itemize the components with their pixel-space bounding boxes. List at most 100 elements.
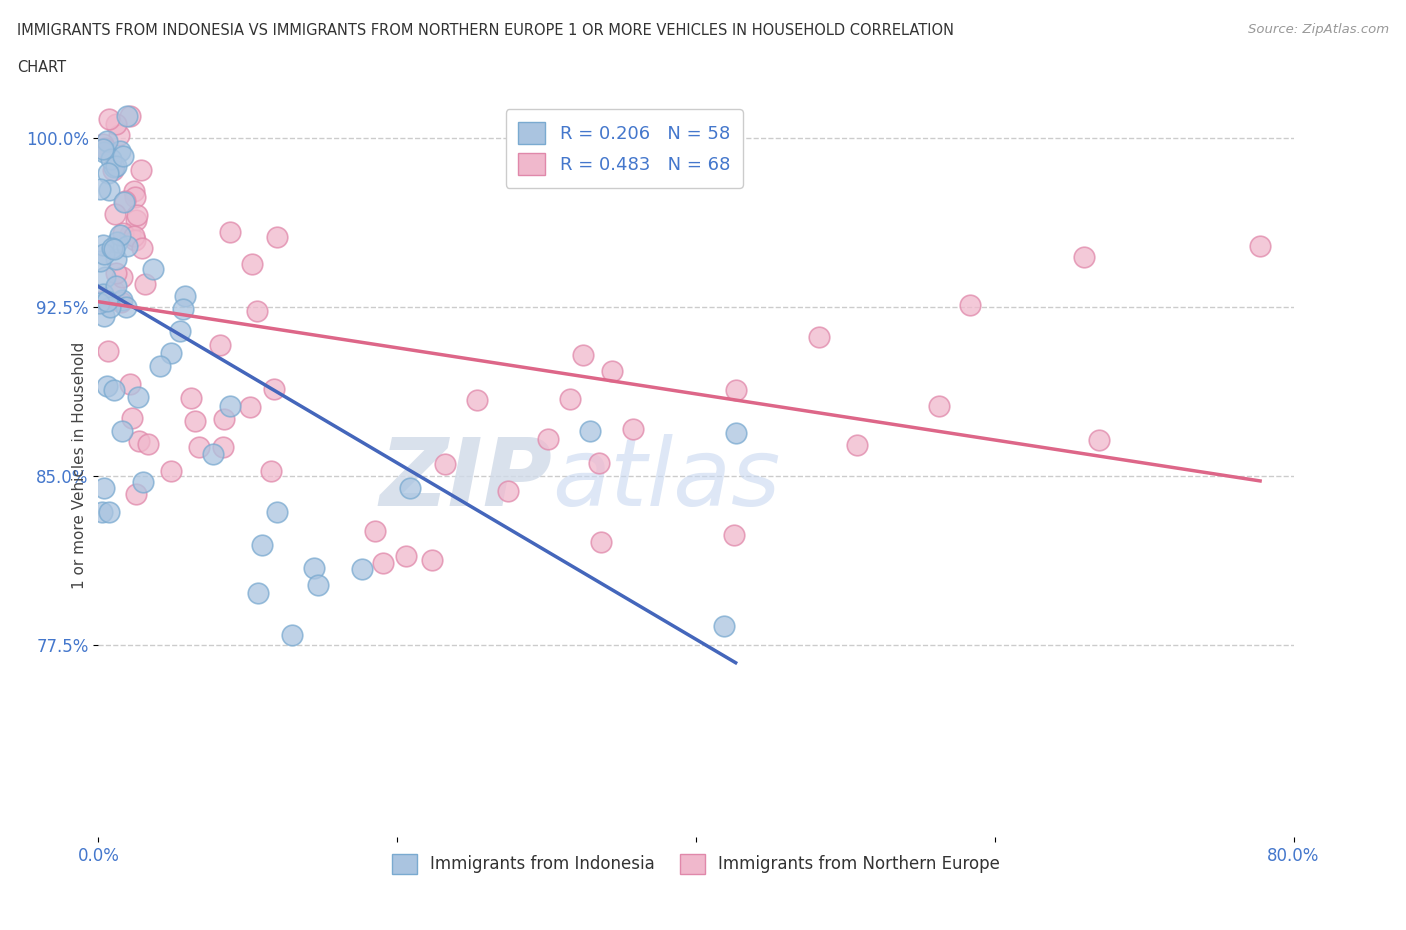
- Point: [105, 116, 128, 131]
- Point: [132, 474, 155, 489]
- Point: [959, 298, 981, 312]
- Point: [371, 556, 394, 571]
- Point: [101, 163, 124, 178]
- Point: [246, 304, 269, 319]
- Point: [103, 242, 125, 257]
- Point: [266, 505, 288, 520]
- Point: [122, 184, 145, 199]
- Point: [187, 439, 209, 454]
- Point: [105, 159, 128, 174]
- Point: [142, 261, 165, 276]
- Point: [89, 181, 111, 196]
- Point: [124, 229, 146, 244]
- Text: IMMIGRANTS FROM INDONESIA VS IMMIGRANTS FROM NORTHERN EUROPE 1 OR MORE VEHICLES : IMMIGRANTS FROM INDONESIA VS IMMIGRANTS …: [17, 23, 953, 38]
- Point: [91, 293, 114, 308]
- Point: [114, 193, 136, 208]
- Point: [219, 399, 242, 414]
- Point: [124, 233, 146, 248]
- Point: [120, 108, 142, 123]
- Point: [713, 618, 735, 633]
- Point: [91, 286, 114, 301]
- Point: [98, 112, 121, 126]
- Point: [465, 392, 488, 407]
- Point: [108, 127, 131, 142]
- Point: [138, 436, 160, 451]
- Point: [110, 424, 132, 439]
- Point: [91, 136, 114, 151]
- Text: Source: ZipAtlas.com: Source: ZipAtlas.com: [1249, 23, 1389, 36]
- Point: [105, 252, 128, 267]
- Point: [125, 207, 148, 222]
- Point: [111, 293, 134, 308]
- Point: [104, 206, 127, 221]
- Point: [91, 141, 114, 156]
- Point: [134, 277, 156, 292]
- Point: [240, 257, 263, 272]
- Point: [212, 440, 235, 455]
- Point: [239, 399, 262, 414]
- Point: [96, 379, 118, 393]
- Point: [219, 225, 242, 240]
- Point: [621, 422, 644, 437]
- Point: [845, 438, 868, 453]
- Point: [118, 377, 141, 392]
- Point: [250, 538, 273, 552]
- Point: [118, 227, 141, 242]
- Point: [103, 160, 125, 175]
- Point: [172, 301, 194, 316]
- Point: [98, 505, 121, 520]
- Point: [725, 382, 748, 397]
- Point: [96, 134, 118, 149]
- Point: [496, 484, 519, 498]
- Point: [110, 227, 132, 242]
- Point: [928, 398, 950, 413]
- Point: [93, 144, 115, 159]
- Point: [1249, 239, 1271, 254]
- Point: [174, 288, 197, 303]
- Point: [201, 447, 224, 462]
- Point: [103, 284, 125, 299]
- Point: [128, 434, 150, 449]
- Point: [89, 254, 111, 269]
- Point: [110, 295, 132, 310]
- Point: [263, 381, 285, 396]
- Point: [112, 225, 135, 240]
- Point: [101, 241, 124, 256]
- Point: [131, 240, 153, 255]
- Point: [124, 190, 146, 205]
- Point: [160, 346, 183, 361]
- Point: [91, 237, 114, 252]
- Point: [724, 426, 747, 441]
- Point: [125, 212, 148, 227]
- Point: [108, 143, 131, 158]
- Point: [111, 270, 134, 285]
- Point: [433, 457, 456, 472]
- Point: [94, 140, 117, 155]
- Point: [149, 359, 172, 374]
- Y-axis label: 1 or more Vehicles in Household: 1 or more Vehicles in Household: [72, 341, 87, 589]
- Point: [246, 585, 269, 600]
- Text: CHART: CHART: [17, 60, 66, 75]
- Point: [117, 108, 139, 123]
- Point: [93, 480, 115, 495]
- Point: [105, 278, 128, 293]
- Point: [112, 195, 135, 210]
- Legend: Immigrants from Indonesia, Immigrants from Northern Europe: Immigrants from Indonesia, Immigrants fr…: [385, 847, 1007, 881]
- Point: [260, 463, 283, 478]
- Point: [100, 152, 122, 166]
- Point: [115, 239, 138, 254]
- Point: [97, 343, 120, 358]
- Point: [212, 411, 235, 426]
- Point: [103, 383, 125, 398]
- Point: [180, 391, 202, 405]
- Point: [266, 230, 288, 245]
- Point: [160, 464, 183, 479]
- Point: [808, 329, 831, 344]
- Point: [98, 299, 121, 314]
- Point: [90, 505, 112, 520]
- Point: [1073, 249, 1095, 264]
- Point: [579, 423, 602, 438]
- Point: [105, 266, 128, 281]
- Point: [127, 390, 149, 405]
- Point: [114, 299, 136, 314]
